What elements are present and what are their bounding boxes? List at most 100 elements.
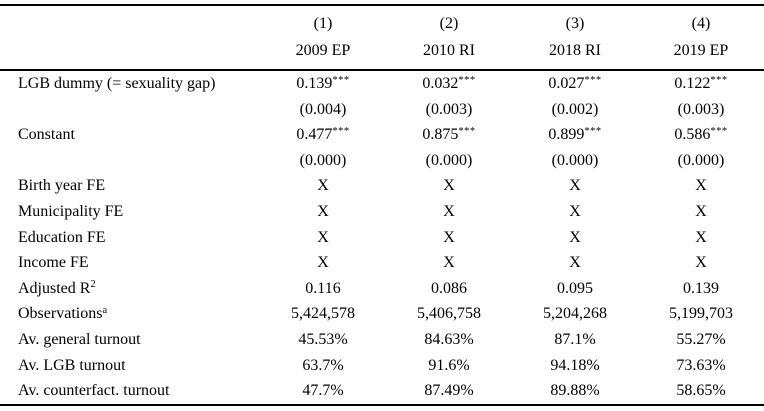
cell-value: 0.027***: [548, 75, 602, 92]
table-row-birth-year-fe: Birth year FE X X X X: [0, 173, 764, 199]
row-label-superscript: a: [102, 304, 108, 316]
table-row-constant: Constant 0.477*** 0.875*** 0.899*** 0.58…: [0, 122, 764, 148]
row-label: Av. LGB turnout: [18, 356, 126, 374]
row-label: Municipality FE: [18, 202, 124, 220]
cell-value: 73.63%: [676, 356, 726, 374]
row-label: LGB dummy (= sexuality gap): [0, 71, 260, 97]
cell-value: 63.7%: [302, 356, 344, 374]
header-number-row: (1) (2) (3) (4): [0, 10, 764, 37]
cell-value: 91.6%: [428, 356, 470, 374]
column-number: (3): [565, 15, 585, 32]
column-number: (2): [439, 15, 459, 32]
row-label-superscript: 2: [90, 279, 96, 291]
row-label: Av. counterfact. turnout: [18, 382, 170, 400]
cell-value: 87.49%: [424, 382, 474, 400]
cell-value: X: [569, 177, 581, 195]
cell-value: (0.003): [425, 100, 473, 118]
cell-value: 5,406,758: [417, 305, 481, 323]
table-row-municipality-fe: Municipality FE X X X X: [0, 199, 764, 225]
table-row-lgb-dummy-se: (0.004) (0.003) (0.002) (0.003): [0, 97, 764, 123]
table-row-adjusted-r2: Adjusted R2 0.116 0.086 0.095 0.139: [0, 276, 764, 302]
significance-stars: ***: [458, 126, 476, 138]
cell-value: 45.53%: [298, 330, 348, 348]
cell-value: X: [317, 228, 329, 246]
cell-value: 87.1%: [554, 330, 596, 348]
cell-value: (0.000): [299, 151, 347, 169]
cell-value: (0.000): [425, 151, 473, 169]
cell-value: X: [443, 202, 455, 220]
significance-stars: ***: [332, 126, 350, 138]
cell-value: X: [695, 254, 707, 272]
cell-value: 0.095: [557, 279, 593, 297]
cell-value: 0.032***: [422, 75, 476, 92]
table-row-av-lgb-turnout: Av. LGB turnout 63.7% 91.6% 94.18% 73.63…: [0, 353, 764, 379]
cell-value: X: [317, 202, 329, 220]
cell-value: X: [695, 177, 707, 195]
cell-value: (0.004): [299, 100, 347, 118]
table-row-av-general-turnout: Av. general turnout 45.53% 84.63% 87.1% …: [0, 327, 764, 353]
row-label: Observationsa: [18, 304, 108, 323]
row-label: Education FE: [18, 228, 106, 246]
significance-stars: ***: [584, 126, 602, 138]
row-label: Birth year FE: [18, 177, 106, 195]
significance-stars: ***: [332, 75, 350, 86]
significance-stars: ***: [710, 75, 728, 86]
column-label: 2018 RI: [549, 42, 601, 59]
cell-value: 5,204,268: [543, 305, 607, 323]
cell-value: X: [443, 228, 455, 246]
row-label: Adjusted R2: [18, 279, 96, 297]
significance-stars: ***: [710, 126, 728, 138]
table-row-av-counterfact-turnout: Av. counterfact. turnout 47.7% 87.49% 89…: [0, 378, 764, 404]
cell-value: (0.002): [551, 100, 599, 118]
cell-value: 55.27%: [676, 330, 726, 348]
table-row-education-fe: Education FE X X X X: [0, 225, 764, 251]
cell-value: 94.18%: [550, 356, 600, 374]
row-label-text: LGB dummy (= sexuality gap): [18, 75, 216, 92]
cell-value: 0.899***: [548, 126, 602, 144]
column-label: 2010 RI: [423, 42, 475, 59]
row-label: Income FE: [18, 254, 89, 272]
table-bottom-rule: [0, 404, 764, 406]
cell-value: X: [569, 254, 581, 272]
cell-value: 0.875***: [422, 126, 476, 144]
cell-value: 0.586***: [674, 126, 728, 144]
cell-value: (0.000): [551, 151, 599, 169]
column-label: 2019 EP: [673, 42, 729, 59]
table-header-rule: [0, 69, 764, 71]
cell-value: X: [569, 202, 581, 220]
cell-value: 0.086: [431, 279, 467, 297]
cell-value: X: [317, 254, 329, 272]
table-row-observations: Observationsa 5,424,578 5,406,758 5,204,…: [0, 301, 764, 327]
table-header: (1) (2) (3) (4) 2009 EP 2010 RI 2018 RI …: [0, 10, 764, 64]
significance-stars: ***: [584, 75, 602, 86]
cell-value: X: [695, 202, 707, 220]
column-label: 2009 EP: [295, 42, 351, 59]
column-number: (4): [691, 15, 711, 32]
row-label: Av. general turnout: [18, 330, 141, 348]
table-body: LGB dummy (= sexuality gap) 0.139 *** 0.0…: [0, 71, 764, 404]
cell-value: X: [317, 177, 329, 195]
column-number: (1): [313, 15, 333, 32]
cell-value: (0.003): [677, 100, 725, 118]
cell-value: X: [695, 228, 707, 246]
cell-value: (0.000): [677, 151, 725, 169]
header-label-row: 2009 EP 2010 RI 2018 RI 2019 EP: [0, 37, 764, 64]
table-row-income-fe: Income FE X X X X: [0, 250, 764, 276]
cell-value: 58.65%: [676, 382, 726, 400]
cell-value: 84.63%: [424, 330, 474, 348]
table-row-constant-se: (0.000) (0.000) (0.000) (0.000): [0, 148, 764, 174]
cell-value: 0.477***: [296, 126, 350, 144]
cell-value: 0.116: [305, 279, 341, 297]
cell-value: 5,424,578: [291, 305, 355, 323]
cell-value: X: [443, 177, 455, 195]
table-top-rule: [0, 4, 764, 6]
cell-value: 89.88%: [550, 382, 600, 400]
table-row-lgb-dummy: LGB dummy (= sexuality gap) 0.139*** 0.0…: [0, 71, 764, 97]
cell-value: 47.7%: [302, 382, 344, 400]
cell-value: X: [443, 254, 455, 272]
cell-value: 0.139: [683, 279, 719, 297]
cell-value: 0.122***: [674, 75, 728, 92]
cell-value: 5,199,703: [669, 305, 733, 323]
row-label: Constant: [18, 126, 75, 144]
